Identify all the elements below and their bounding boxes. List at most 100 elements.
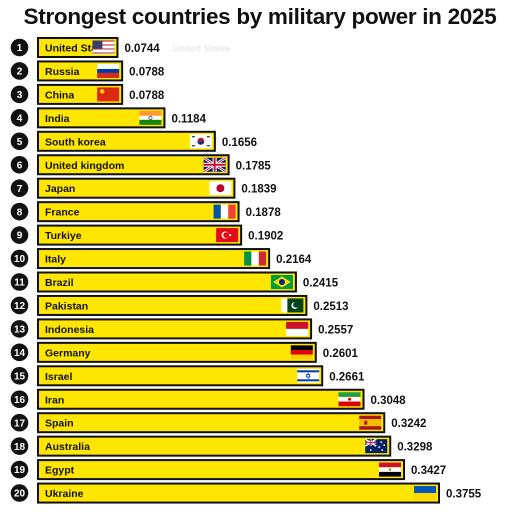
germany-flag-icon	[290, 345, 313, 360]
category-label: Russia	[45, 66, 80, 78]
category-label: France	[45, 207, 80, 219]
italy-flag-icon	[244, 251, 267, 266]
value-label: 0.3048	[371, 395, 407, 407]
bar	[37, 248, 271, 270]
category-label: Italy	[45, 254, 66, 266]
chart-title: Strongest countries by military power in…	[23, 4, 497, 29]
south-korea-flag-icon	[189, 134, 212, 149]
rank-badge	[10, 226, 29, 244]
value-label: 0.3242	[391, 418, 426, 430]
rank-badge	[10, 343, 29, 362]
category-label: Japan	[45, 183, 75, 195]
rank-badge	[10, 109, 29, 127]
value-label: 0.1839	[241, 184, 276, 196]
rank-badge	[10, 179, 29, 197]
category-label: Iran	[45, 394, 64, 406]
category-label: Turkiye	[45, 230, 82, 242]
value-label: 0.1902	[248, 231, 283, 243]
rank-badge	[10, 484, 29, 502]
value-label: 0.3755	[446, 489, 482, 501]
rank-label: 19	[14, 465, 26, 476]
bar	[37, 365, 324, 387]
bar	[37, 294, 308, 316]
rank-badge	[10, 273, 29, 291]
bar	[37, 412, 386, 434]
iran-flag-icon	[338, 392, 361, 407]
rank-badge	[10, 202, 29, 221]
value-label: 0.1785	[236, 160, 272, 172]
value-label: 0.3298	[397, 442, 433, 454]
bar	[37, 107, 166, 129]
rank-badge	[10, 413, 29, 432]
category-label: Germany	[45, 347, 91, 359]
rank-badge	[10, 390, 29, 409]
bar	[37, 318, 313, 340]
value-label: 0.0788	[129, 66, 165, 78]
category-label: Pakistan	[45, 300, 88, 312]
rank-badge	[10, 132, 29, 151]
rank-label: 14	[14, 348, 26, 359]
uk-flag-icon	[202, 156, 227, 173]
rank-label: 12	[14, 301, 26, 312]
value-label: 0.0744	[124, 43, 160, 55]
value-label: 0.2557	[318, 324, 353, 336]
rank-label: 5	[17, 137, 23, 148]
category-label: China	[45, 89, 74, 101]
rank-badge	[10, 249, 29, 268]
value-label: 0.1184	[171, 113, 206, 125]
spain-flag-icon	[359, 415, 382, 430]
france-flag-icon	[213, 204, 236, 219]
category-label: Ukraine	[45, 488, 84, 500]
australia-flag-icon	[364, 438, 388, 454]
category-label: United kingdom	[45, 160, 124, 172]
rank-label: 2	[17, 67, 23, 78]
pakistan-flag-icon	[281, 298, 304, 313]
india-flag-icon	[139, 110, 162, 125]
category-label: United Sta	[45, 43, 97, 55]
turkiye-flag-icon	[216, 228, 239, 243]
rank-label: 17	[14, 418, 26, 429]
bar	[37, 201, 240, 223]
rank-badge	[10, 155, 29, 174]
bar	[37, 130, 216, 152]
bar	[37, 388, 365, 410]
value-label: 0.3427	[411, 465, 446, 477]
category-label: Egypt	[45, 465, 75, 477]
bar	[37, 341, 317, 363]
rank-badge	[10, 85, 29, 104]
ghost-label: United States	[173, 44, 231, 54]
japan-flag-icon	[209, 181, 232, 196]
rank-label: 7	[17, 184, 23, 195]
category-label: India	[45, 113, 70, 125]
rank-label: 8	[17, 207, 23, 218]
rank-label: 10	[14, 254, 26, 265]
value-label: 0.2601	[323, 348, 359, 360]
value-label: 0.1656	[222, 137, 257, 149]
bar	[37, 482, 441, 504]
bar	[37, 459, 406, 481]
rank-badge	[10, 38, 29, 57]
rank-label: 4	[17, 113, 23, 124]
rank-label: 15	[14, 371, 26, 382]
rank-label: 9	[17, 231, 23, 242]
ukraine-flag-icon	[414, 486, 437, 501]
rank-label: 18	[14, 442, 26, 453]
category-label: Spain	[45, 418, 74, 430]
category-label: Australia	[45, 441, 90, 453]
category-label: Brazil	[45, 277, 74, 289]
value-label: 0.1878	[246, 207, 282, 219]
bar	[37, 154, 230, 176]
rank-badge	[10, 62, 29, 80]
rank-label: 20	[14, 489, 26, 500]
israel-flag-icon	[297, 368, 320, 383]
china-flag-icon	[97, 87, 120, 102]
category-label: South korea	[45, 136, 106, 148]
value-label: 0.0788	[129, 90, 165, 102]
rank-label: 16	[14, 395, 26, 406]
rank-badge	[10, 367, 29, 385]
egypt-flag-icon	[379, 462, 402, 477]
rank-label: 1	[17, 43, 23, 54]
rank-badge	[10, 460, 29, 479]
category-label: Israel	[45, 371, 73, 383]
value-label: 0.2415	[303, 278, 339, 290]
